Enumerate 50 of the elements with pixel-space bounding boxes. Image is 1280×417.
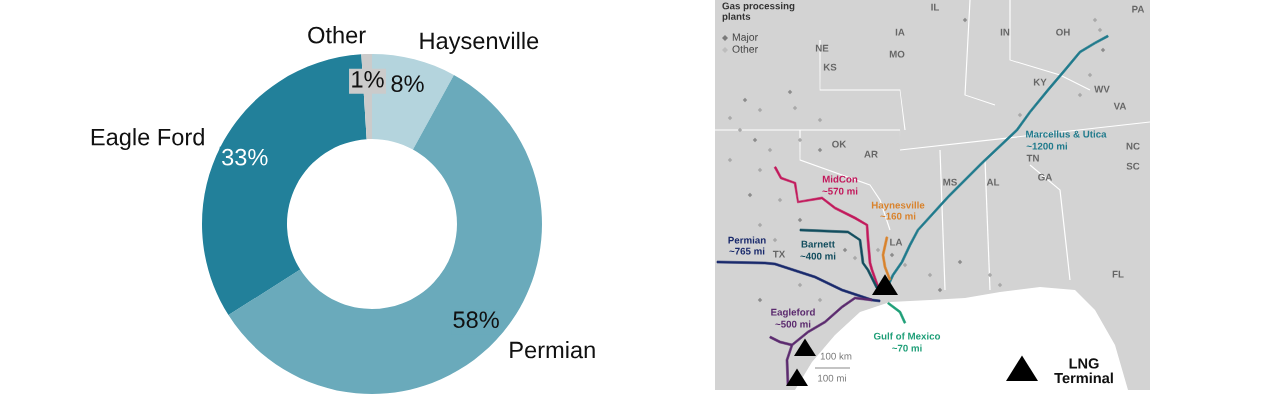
text: ~160 mi	[880, 212, 916, 220]
text: KY	[1033, 78, 1047, 86]
slice-label: Eagle Ford	[91, 128, 204, 151]
text: MS	[943, 178, 957, 186]
text: PA	[1132, 5, 1145, 13]
slice-label: Haysenville	[420, 31, 539, 54]
text: NC	[1126, 142, 1140, 150]
data-label: 58%	[453, 311, 499, 329]
text: LA	[890, 238, 903, 246]
text: TN	[1026, 154, 1039, 162]
text: ~500 mi	[775, 320, 811, 328]
text: ~765 mi	[729, 247, 765, 255]
text: KS	[823, 63, 837, 71]
text: Haynesville	[871, 201, 925, 211]
text: Major	[732, 33, 758, 43]
text: OH	[1056, 28, 1070, 36]
data-label: 1%	[352, 70, 384, 88]
text: ~400 mi	[800, 252, 836, 260]
text: OK	[832, 140, 847, 148]
text: Barnett	[801, 240, 835, 248]
text: ~1200 mi	[1026, 142, 1067, 150]
text: Permian	[728, 236, 766, 244]
text: Gulf of Mexico	[873, 332, 941, 340]
text: MO	[889, 50, 905, 58]
text: TX	[772, 250, 786, 258]
text: MidCon	[822, 175, 858, 183]
slice-label: Permian	[510, 341, 595, 359]
text: ~70 mi	[892, 344, 922, 352]
text: Other	[732, 45, 758, 53]
text: FL	[1112, 270, 1124, 278]
text: Eagleford	[771, 308, 815, 318]
text: 100 mi	[818, 374, 846, 382]
slice-label: Other	[308, 26, 366, 44]
text: WV	[1094, 85, 1110, 93]
text: VA	[1113, 102, 1127, 110]
text: Marcellus & Utica	[1026, 130, 1107, 138]
text: LNG Terminal	[1054, 358, 1113, 384]
text: AR	[864, 150, 878, 158]
text: SC	[1126, 162, 1140, 170]
data-label: 8%	[391, 75, 424, 93]
text: IA	[895, 28, 905, 36]
text: 100 km	[820, 352, 852, 360]
text: GA	[1038, 173, 1053, 181]
text: IN	[1000, 28, 1010, 36]
text: AL	[986, 178, 1000, 186]
text: ~570 mi	[822, 187, 858, 195]
text: Gas processing plants	[722, 2, 795, 22]
data-label: 33%	[222, 148, 268, 166]
text: IL	[931, 3, 940, 11]
text: NE	[815, 44, 829, 52]
